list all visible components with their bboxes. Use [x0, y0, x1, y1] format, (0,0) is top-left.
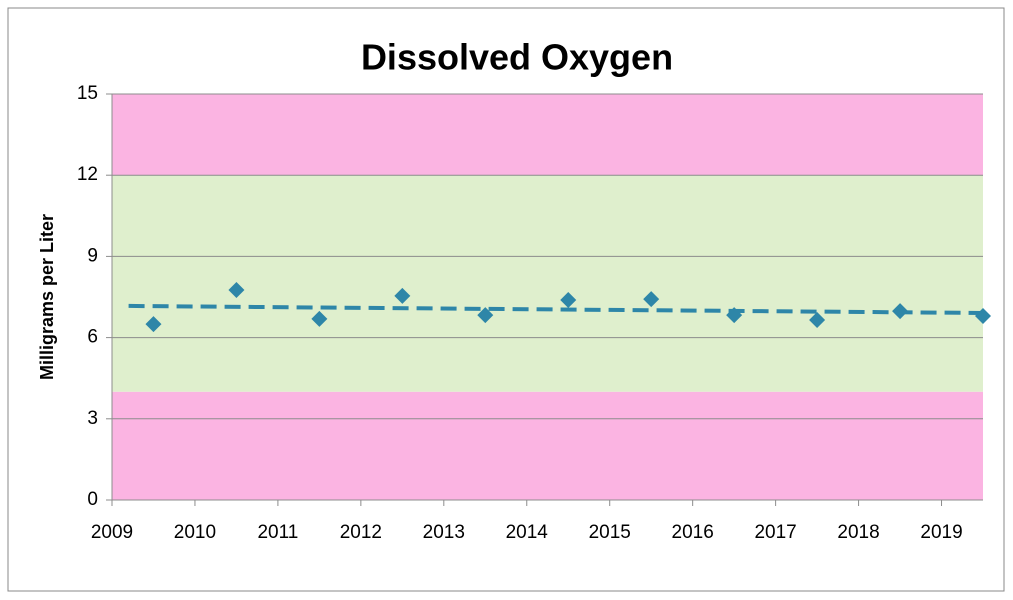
band: [112, 175, 983, 392]
data-point: [394, 287, 411, 304]
data-point: [145, 316, 162, 333]
y-tick-label: 0: [87, 489, 98, 510]
data-point: [477, 307, 494, 324]
band: [112, 94, 983, 176]
data-point: [726, 307, 743, 324]
data-point: [643, 291, 660, 308]
y-axis-label: Milligrams per Liter: [37, 214, 57, 380]
data-point: [809, 312, 826, 329]
x-tick-label: 2010: [174, 522, 216, 543]
y-tick-label: 6: [87, 327, 98, 348]
y-tick-label: 9: [87, 245, 98, 266]
x-tick-label: 2017: [754, 522, 796, 543]
data-point: [975, 307, 991, 324]
x-tick-label: 2011: [257, 522, 298, 543]
x-tick-label: 2012: [340, 522, 382, 543]
y-tick-label: 15: [77, 83, 98, 104]
x-tick-label: 2019: [920, 522, 962, 543]
band: [112, 391, 983, 500]
y-tick-label: 12: [77, 164, 98, 185]
x-tick-label: 2018: [837, 522, 879, 543]
x-tick-label: 2014: [506, 522, 549, 543]
x-tick-label: 2009: [91, 522, 133, 543]
x-tick-label: 2013: [423, 522, 465, 543]
data-point: [228, 281, 245, 298]
chart-title: Dissolved Oxygen: [361, 37, 673, 78]
data-point: [892, 303, 909, 320]
x-tick-label: 2015: [589, 522, 631, 543]
data-point: [311, 310, 328, 327]
y-tick-label: 3: [87, 408, 98, 429]
x-tick-label: 2016: [672, 522, 714, 543]
data-point: [560, 291, 577, 308]
